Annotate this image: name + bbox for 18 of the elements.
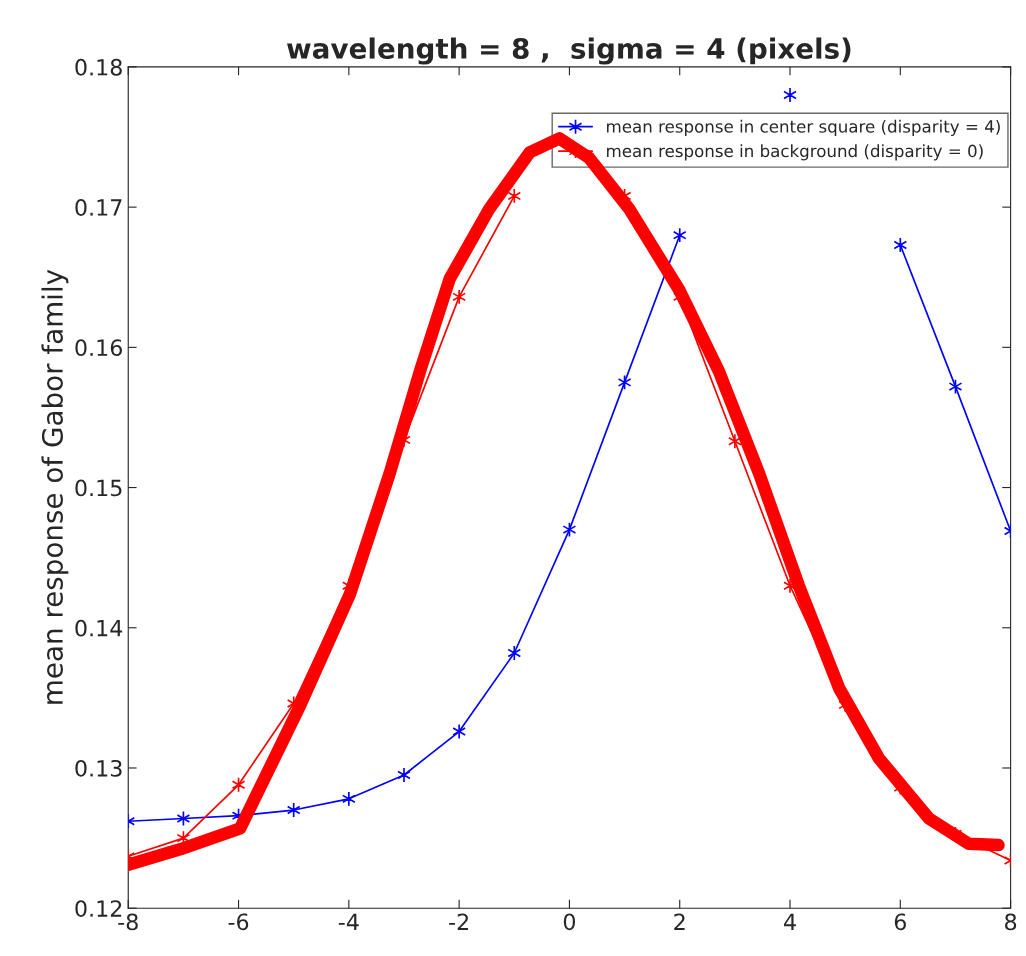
x-tick-label: 0 [563, 913, 576, 931]
y-tick-label: 0.15 [75, 479, 122, 497]
y-axis-title: mean response of Gabor family [41, 269, 69, 704]
y-tick-label: 0.17 [75, 199, 122, 216]
x-tick-label: 8 [1005, 913, 1017, 931]
x-tick-label: -2 [449, 913, 468, 930]
x-tick-label: 6 [894, 913, 906, 931]
x-tick-label: 2 [674, 913, 685, 930]
y-tick-label: 0.18 [75, 58, 122, 76]
y-tick-label: 0.13 [75, 759, 122, 777]
x-tick-label: -4 [338, 913, 359, 930]
chart-title: wavelength = 8 , sigma = 4 (pixels) [287, 37, 851, 65]
legend-label: mean response in center square (disparity = 4) [607, 119, 1000, 136]
legend-label: mean response in background (disparity = 0) [607, 144, 983, 161]
x-tick-label: -6 [228, 913, 249, 931]
y-tick-label: 0.16 [75, 339, 122, 357]
x-tick-label: 4 [784, 913, 796, 930]
y-tick-label: 0.14 [75, 619, 123, 637]
